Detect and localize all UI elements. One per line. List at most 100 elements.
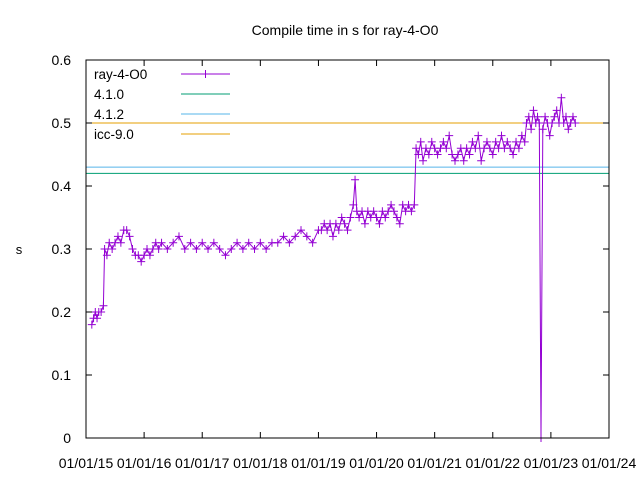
data-point [392,213,401,222]
data-point [328,232,337,241]
data-point [302,232,311,241]
data-point [533,112,542,121]
x-tick-label: 01/01/23 [524,455,579,471]
y-tick-label: 0 [63,430,71,446]
data-point [250,245,259,253]
data-point [192,245,201,253]
data-point [137,257,146,266]
data-point [233,238,242,247]
data-point [453,150,462,159]
x-tick-label: 01/01/18 [233,455,288,471]
x-tick-label: 01/01/24 [582,455,637,471]
data-point [97,308,106,316]
data-point [346,213,355,222]
data-point [424,150,433,159]
data-point [221,251,230,260]
data-point [381,213,390,222]
data-point [527,125,536,134]
x-tick-label: 01/01/17 [175,455,230,471]
data-point [343,226,352,235]
data-point [331,219,340,228]
data-point [100,245,109,253]
data-point [559,119,568,127]
data-point [497,131,506,140]
x-tick-label: 01/01/16 [117,455,172,471]
data-point [561,112,570,121]
data-point [163,245,172,253]
data-point [506,144,515,153]
data-point [157,238,166,247]
data-point [474,131,483,140]
data-point [360,219,369,228]
data-point [387,200,396,209]
data-point [529,106,538,115]
data-point [427,137,436,146]
data-point [375,219,384,228]
data-point [128,245,137,253]
data-point [522,119,531,127]
data-point [459,156,468,165]
data-point [145,251,154,260]
data-point [552,106,561,115]
data-point [244,238,253,247]
data-point [125,232,134,241]
data-point [517,131,526,140]
data-point [349,200,358,209]
data-point [204,245,213,253]
data-point [514,144,523,153]
data-point [535,119,544,127]
data-point [227,245,236,253]
data-point [113,232,122,241]
x-tick-label: 01/01/15 [59,455,114,471]
legend-label: ray-4-O0 [94,67,147,82]
legend-label: icc-9.0 [94,127,134,142]
axes-layer: 00.10.20.30.40.50.601/01/15 01/01/16 01/01… [52,52,637,471]
data-point [337,213,346,222]
data-point [509,150,518,159]
data-point [285,238,294,247]
data-point [412,144,421,153]
data-point [568,112,577,121]
legend-label: 4.1.0 [94,87,124,102]
data-point [116,238,125,247]
x-tick-label: 01/01/22 [466,455,521,471]
y-tick-label: 0.1 [52,367,72,383]
data-point [323,226,332,235]
data-point [462,144,471,153]
data-point [520,137,529,146]
data-point [122,226,131,235]
data-point [524,112,533,121]
data-point [571,119,580,127]
data-point [351,175,360,184]
plot-area [86,122,609,174]
data-point [340,219,349,228]
chart-title: Compile time in s for ray-4-O0 [252,22,439,38]
data-point [355,213,364,222]
data-point [273,238,282,247]
data-point [485,144,494,153]
y-tick-label: 0.3 [52,241,72,257]
x-tick-label: 01/01/21 [407,455,462,471]
data-point [442,144,451,153]
x-tick-label: 01/01/20 [349,455,404,471]
data-point [414,150,423,159]
data-point [491,137,500,146]
data-point [451,156,460,165]
data-point [334,226,343,235]
data-point [548,119,557,127]
data-point [410,200,419,209]
x-tick-label: 01/01/19 [291,455,346,471]
data-point [433,150,442,159]
data-point [557,93,566,102]
data-point [198,238,207,247]
data-point [538,125,547,134]
data-point [550,112,559,121]
legend-label: 4.1.2 [94,107,124,122]
data-point [407,207,416,216]
data-point [421,144,430,153]
data-point [471,144,480,153]
data-point [465,150,474,159]
data-point [256,238,265,247]
data-point [297,226,306,235]
